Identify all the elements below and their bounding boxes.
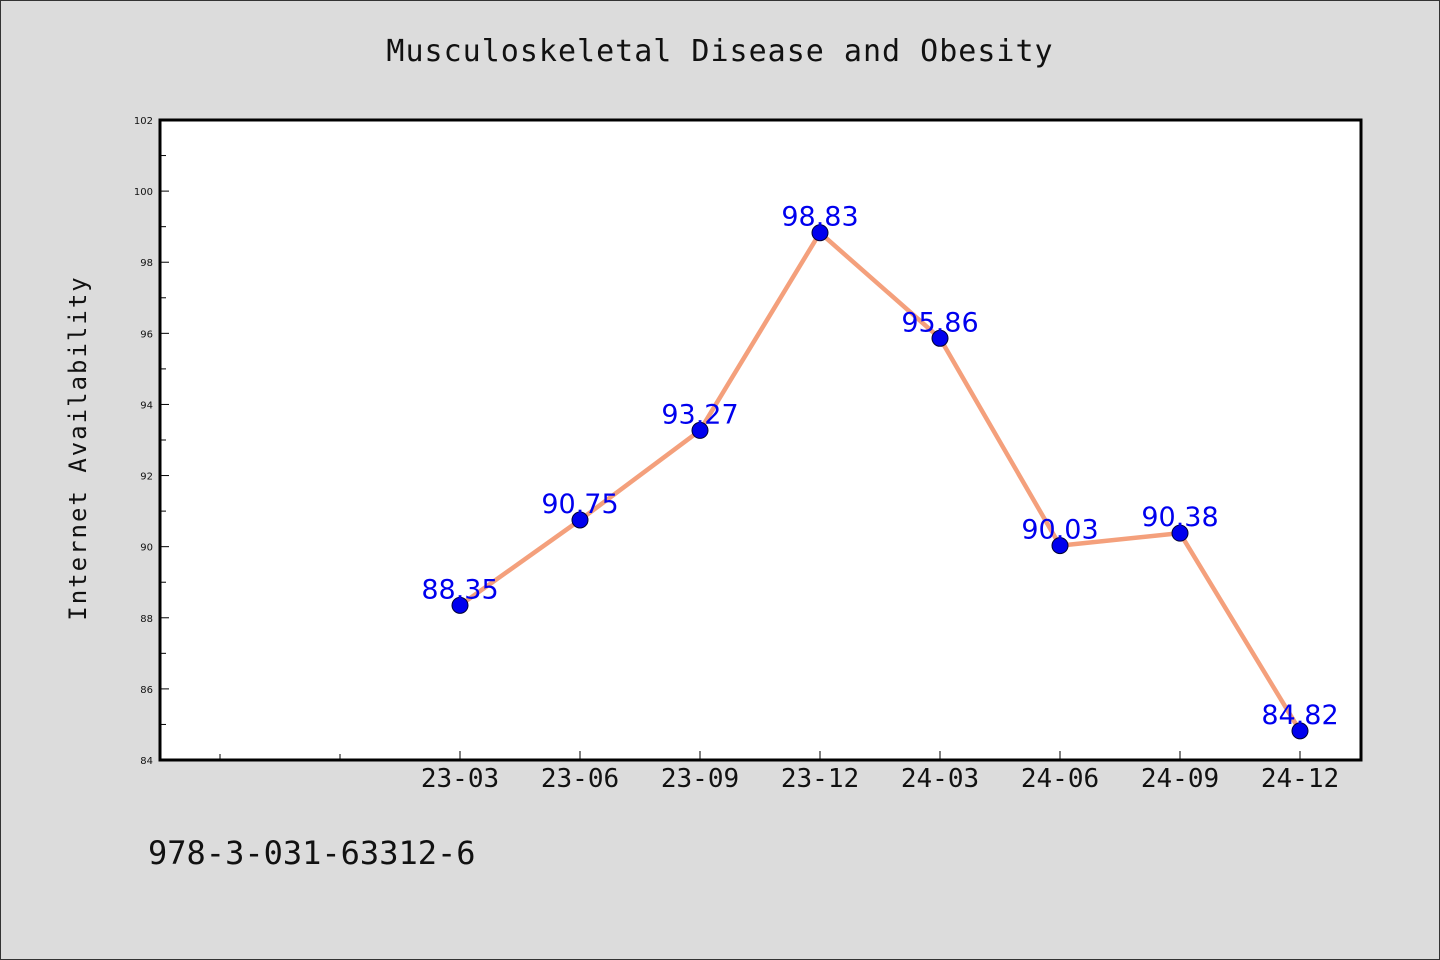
data-label: 90.03 bbox=[1021, 515, 1098, 546]
data-label: 98.83 bbox=[781, 202, 858, 233]
y-tick-label: 102 bbox=[134, 116, 153, 127]
data-label: 88.35 bbox=[421, 574, 498, 605]
y-tick-label: 86 bbox=[140, 685, 153, 696]
data-point bbox=[1171, 524, 1189, 542]
y-tick-label: 100 bbox=[134, 187, 153, 198]
x-tick-label: 24-03 bbox=[901, 764, 979, 794]
x-tick-label: 23-03 bbox=[421, 764, 499, 794]
x-tick-label: 23-06 bbox=[541, 764, 619, 794]
plot-area bbox=[158, 118, 1363, 762]
y-tick-label: 98 bbox=[140, 258, 153, 269]
x-tick-label: 23-09 bbox=[661, 764, 739, 794]
data-point bbox=[811, 224, 829, 242]
x-tick-label: 23-12 bbox=[781, 764, 859, 794]
x-tick-label: 24-12 bbox=[1261, 764, 1339, 794]
chart-title: Musculoskeletal Disease and Obesity bbox=[386, 34, 1054, 69]
y-tick-label: 84 bbox=[140, 756, 153, 767]
data-label: 95.86 bbox=[901, 307, 978, 338]
series-line bbox=[457, 230, 1303, 734]
x-axis-ticks: 23-03 23-06 23-09 23-12 24-03 24-06 24-09 24-12 bbox=[219, 751, 1339, 794]
x-tick-label: 24-06 bbox=[1021, 764, 1099, 794]
x-tick-label: 24-09 bbox=[1141, 764, 1219, 794]
data-point bbox=[931, 329, 949, 347]
y-axis-ticks: 84 86 88 90 92 94 96 98 100 102 bbox=[134, 116, 169, 767]
series-group: 88.35 90.75 93.27 98.83 95.86 90.03 90.38 84.82 bbox=[421, 202, 1339, 740]
data-point bbox=[571, 511, 589, 529]
data-point bbox=[691, 421, 709, 439]
data-label: 90.75 bbox=[541, 489, 618, 520]
data-point bbox=[451, 596, 469, 614]
y-tick-label: 88 bbox=[140, 614, 153, 625]
y-axis-label: Internet Availability bbox=[64, 275, 92, 620]
y-tick-label: 92 bbox=[140, 472, 153, 483]
isbn-label: 978-3-031-63312-6 bbox=[148, 834, 476, 872]
y-tick-label: 94 bbox=[140, 400, 153, 411]
y-tick-label: 96 bbox=[140, 329, 153, 340]
data-label: 90.38 bbox=[1141, 502, 1218, 533]
data-point bbox=[1291, 722, 1309, 740]
data-point bbox=[1051, 537, 1069, 555]
y-tick-label: 90 bbox=[140, 543, 153, 554]
data-label: 93.27 bbox=[661, 399, 738, 430]
data-label: 84.82 bbox=[1261, 700, 1338, 731]
